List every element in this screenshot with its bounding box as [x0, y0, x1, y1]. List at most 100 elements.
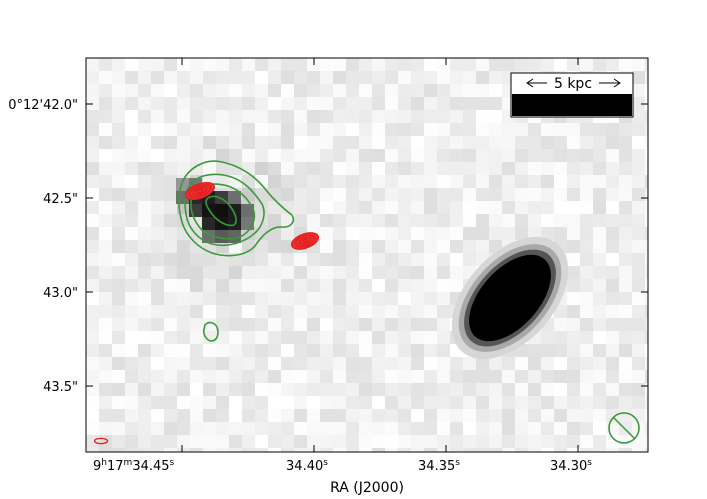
image-pixel: [86, 344, 99, 357]
image-pixel: [112, 279, 125, 292]
image-pixel: [489, 71, 502, 84]
image-pixel: [125, 409, 138, 422]
image-pixel: [437, 201, 450, 214]
image-pixel: [385, 227, 398, 240]
image-pixel: [255, 422, 268, 435]
image-pixel: [632, 188, 645, 201]
image-pixel: [125, 396, 138, 409]
image-pixel: [242, 292, 255, 305]
image-pixel: [138, 136, 151, 149]
image-pixel: [151, 97, 164, 110]
image-pixel: [294, 396, 307, 409]
image-pixel: [476, 370, 489, 383]
image-pixel: [281, 331, 294, 344]
image-pixel: [619, 409, 632, 422]
image-pixel: [359, 84, 372, 97]
image-pixel: [151, 58, 164, 71]
image-pixel: [528, 435, 541, 448]
image-pixel: [112, 253, 125, 266]
image-pixel: [502, 188, 515, 201]
image-pixel: [177, 123, 190, 136]
image-pixel: [190, 71, 203, 84]
image-pixel: [645, 227, 648, 240]
image-pixel: [216, 422, 229, 435]
image-pixel: [125, 58, 138, 71]
image-pixel: [398, 448, 411, 452]
image-pixel: [294, 383, 307, 396]
image-pixel: [99, 279, 112, 292]
image-pixel: [346, 175, 359, 188]
image-pixel: [515, 448, 528, 452]
image-pixel: [541, 227, 554, 240]
image-pixel: [203, 266, 216, 279]
image-pixel: [580, 227, 593, 240]
image-pixel: [645, 240, 648, 253]
image-pixel: [437, 448, 450, 452]
image-pixel: [125, 344, 138, 357]
image-pixel: [619, 136, 632, 149]
image-pixel: [112, 318, 125, 331]
image-pixel: [476, 188, 489, 201]
image-pixel: [242, 227, 255, 240]
image-pixel: [151, 422, 164, 435]
image-pixel: [385, 409, 398, 422]
image-pixel: [645, 396, 648, 409]
image-pixel: [229, 448, 242, 452]
image-pixel: [398, 136, 411, 149]
image-pixel: [372, 136, 385, 149]
image-pixel: [580, 292, 593, 305]
image-pixel: [554, 435, 567, 448]
x-tick-label-first: 9h17m34.45s: [93, 458, 175, 474]
image-pixel: [437, 149, 450, 162]
image-pixel: [346, 136, 359, 149]
image-pixel: [632, 214, 645, 227]
image-pixel: [346, 123, 359, 136]
image-pixel: [216, 305, 229, 318]
y-tick-label: 43.5": [43, 380, 78, 395]
image-pixel: [372, 435, 385, 448]
image-pixel: [125, 435, 138, 448]
image-pixel: [99, 396, 112, 409]
image-pixel: [411, 435, 424, 448]
image-pixel: [463, 188, 476, 201]
image-pixel: [567, 279, 580, 292]
image-pixel: [125, 175, 138, 188]
image-pixel: [554, 136, 567, 149]
image-pixel: [177, 279, 190, 292]
image-pixel: [216, 266, 229, 279]
image-pixel: [476, 149, 489, 162]
image-pixel: [177, 240, 190, 253]
image-pixel: [580, 188, 593, 201]
image-pixel: [437, 240, 450, 253]
image-pixel: [476, 97, 489, 110]
image-pixel: [242, 370, 255, 383]
image-pixel: [125, 149, 138, 162]
image-pixel: [528, 149, 541, 162]
image-pixel: [385, 318, 398, 331]
image-pixel: [606, 383, 619, 396]
image-pixel: [450, 162, 463, 175]
image-pixel: [515, 396, 528, 409]
image-pixel: [138, 188, 151, 201]
image-pixel: [450, 422, 463, 435]
image-pixel: [593, 201, 606, 214]
image-pixel: [398, 357, 411, 370]
image-pixel: [567, 383, 580, 396]
image-pixel: [450, 435, 463, 448]
image-pixel: [528, 175, 541, 188]
image-pixel: [554, 58, 567, 71]
image-pixel: [346, 58, 359, 71]
image-pixel: [112, 227, 125, 240]
image-pixel: [294, 214, 307, 227]
image-pixel: [268, 422, 281, 435]
image-pixel: [450, 240, 463, 253]
image-pixel: [190, 357, 203, 370]
image-pixel: [593, 136, 606, 149]
image-pixel: [450, 279, 463, 292]
image-pixel: [554, 370, 567, 383]
image-pixel: [385, 149, 398, 162]
image-pixel: [307, 253, 320, 266]
image-pixel: [138, 435, 151, 448]
image-pixel: [372, 214, 385, 227]
image-pixel: [632, 253, 645, 266]
